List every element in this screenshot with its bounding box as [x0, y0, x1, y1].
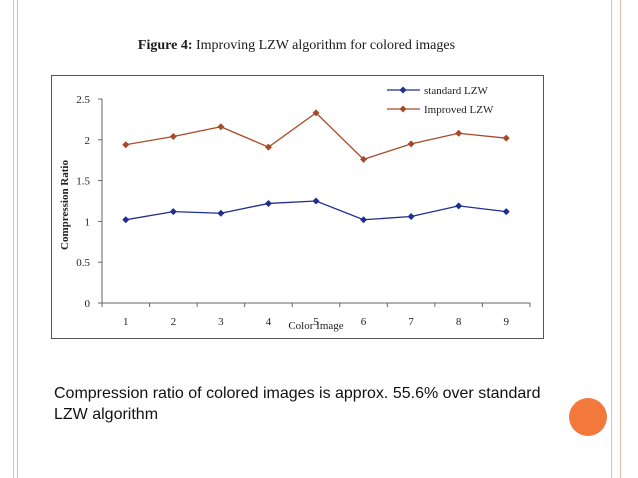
x-tick-label: 1	[123, 316, 129, 328]
left-border-line	[13, 0, 14, 478]
x-tick-label: 3	[218, 316, 224, 328]
legend-marker	[399, 86, 407, 94]
data-point-improved	[312, 109, 320, 117]
legend-label: standard LZW	[424, 85, 488, 97]
data-point-standard	[360, 216, 368, 224]
data-point-improved	[502, 134, 510, 142]
data-point-improved	[360, 155, 368, 163]
y-tick-label: 1	[85, 216, 91, 228]
data-point-standard	[264, 199, 272, 207]
y-tick-label: 0	[85, 298, 91, 310]
data-point-improved	[169, 133, 177, 141]
x-tick-label: 6	[361, 316, 367, 328]
data-point-improved	[407, 140, 415, 148]
right-border-line	[611, 0, 612, 478]
y-tick-label: 2	[85, 135, 91, 147]
x-tick-label: 7	[408, 316, 414, 328]
x-tick-label: 5	[313, 316, 319, 328]
x-tick-label: 9	[503, 316, 509, 328]
data-point-improved	[455, 129, 463, 137]
y-tick-label: 2.5	[76, 94, 90, 106]
caption-text: Compression ratio of colored images is a…	[54, 385, 541, 423]
data-point-improved	[122, 141, 130, 149]
data-point-standard	[312, 197, 320, 205]
y-axis-label: Compression Ratio	[59, 160, 71, 250]
x-tick-label: 2	[171, 316, 177, 328]
data-point-standard	[169, 208, 177, 216]
data-point-standard	[407, 213, 415, 221]
series-line-improved	[125, 112, 507, 161]
chart-frame	[51, 75, 544, 339]
figure-title-number: Figure 4:	[137, 38, 193, 53]
y-tick-label: 1.5	[76, 176, 90, 188]
data-point-standard	[455, 202, 463, 210]
left-border-line-2	[17, 0, 18, 478]
figure-title: Figure 4: Improving LZW algorithm for co…	[0, 38, 593, 54]
data-point-standard	[502, 208, 510, 216]
right-border-line-2	[620, 0, 621, 478]
y-tick-label: 0.5	[76, 257, 90, 269]
data-point-improved	[217, 123, 225, 131]
x-tick-label: 4	[266, 316, 272, 328]
x-tick-label: 8	[456, 316, 462, 328]
data-point-standard	[217, 209, 225, 217]
legend-label: Improved LZW	[424, 104, 494, 116]
figure-title-text: Improving LZW algorithm for colored imag…	[192, 38, 456, 53]
decorative-orange-circle	[569, 398, 607, 436]
x-axis-label: Color Image	[288, 320, 343, 332]
data-point-standard	[122, 216, 130, 224]
legend-marker	[399, 105, 407, 113]
data-point-improved	[264, 143, 272, 151]
